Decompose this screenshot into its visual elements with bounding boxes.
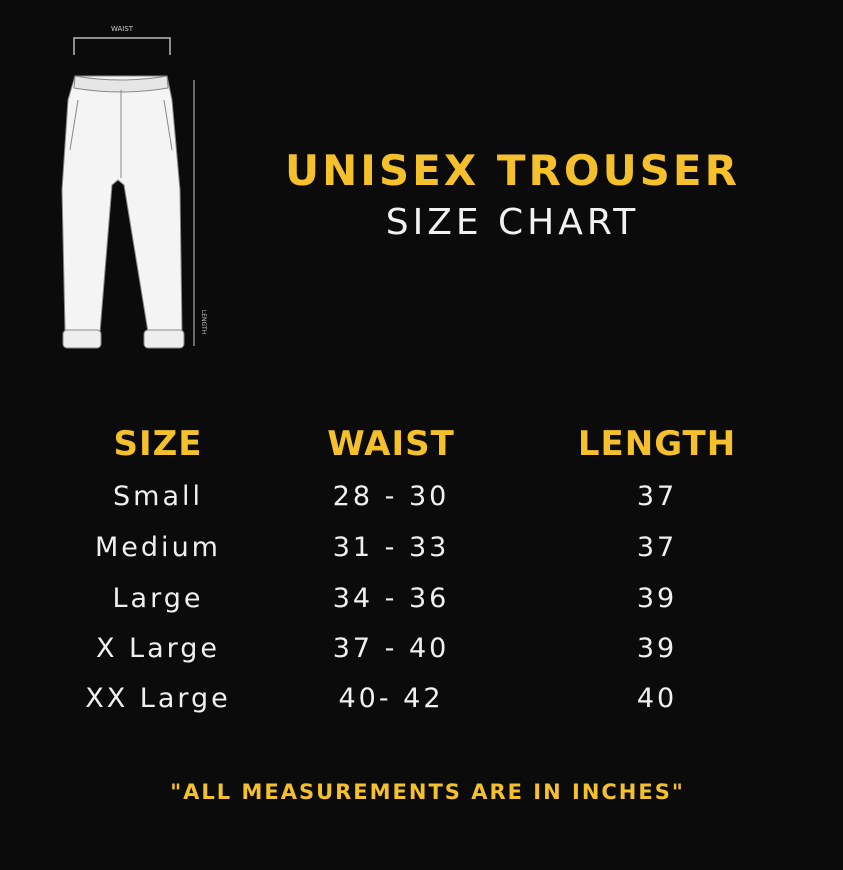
size-cell: X Large <box>95 633 221 664</box>
trouser-illustration: WAIST LENGTH <box>61 25 207 349</box>
waist-label: WAIST <box>111 25 134 33</box>
waist-cell: 37 - 40 <box>332 633 450 664</box>
subtitle: SIZE CHART <box>385 202 640 243</box>
length-label: LENGTH <box>200 310 207 334</box>
size-cell: Medium <box>95 532 221 563</box>
size-cell: Large <box>112 583 204 614</box>
length-cell: 39 <box>636 583 678 614</box>
header-size: SIZE <box>113 424 203 464</box>
length-cell: 37 <box>636 481 678 512</box>
length-cell: 39 <box>636 633 678 664</box>
waist-cell: 31 - 33 <box>332 532 450 563</box>
title: UNISEX TROUSER <box>285 146 740 195</box>
waist-cell: 40- 42 <box>338 683 444 714</box>
size-cell: XX Large <box>85 683 231 714</box>
trouser-icon <box>61 75 185 349</box>
header-waist: WAIST <box>327 424 455 464</box>
waist-cell: 28 - 30 <box>332 481 450 512</box>
waist-dimension-line <box>73 37 171 55</box>
length-cell: 37 <box>636 532 678 563</box>
waist-cell: 34 - 36 <box>332 583 450 614</box>
measurement-note: "ALL MEASUREMENTS ARE IN INCHES" <box>170 780 685 804</box>
header-length: LENGTH <box>577 424 737 464</box>
length-cell: 40 <box>636 683 678 714</box>
size-cell: Small <box>113 481 203 512</box>
